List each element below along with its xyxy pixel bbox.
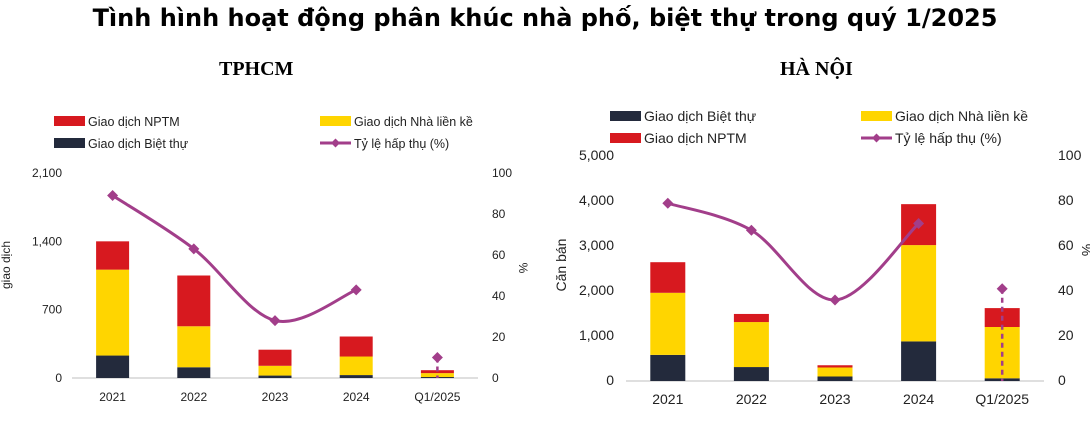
x-tick-label-hanoi: Q1/2025 (975, 391, 1029, 407)
y2-axis-label-tphcm: % (516, 263, 530, 274)
absorption-rate-marker-tphcm-2024 (350, 284, 362, 296)
bar-tphcm-2023-Giao dịch NPTM (258, 349, 292, 366)
bar-hanoi-2021-Giao dịch Nhà liền kề (650, 292, 686, 355)
legend-swatch-marker-hanoi (872, 133, 881, 143)
y2-tick-label-tphcm: 80 (492, 207, 506, 221)
bar-tphcm-2023-Giao dịch Biệt thự (258, 375, 292, 378)
y-tick-label-hanoi: 3,000 (579, 237, 614, 253)
y-tick-label-tphcm: 0 (55, 371, 62, 385)
x-tick-label-tphcm: Q1/2025 (414, 390, 460, 404)
bar-tphcm-2024-Giao dịch Biệt thự (339, 375, 373, 378)
y-tick-label-hanoi: 5,000 (579, 147, 614, 163)
y2-tick-label-hanoi: 60 (1058, 237, 1074, 253)
legend-swatch-hanoi (861, 111, 892, 121)
bar-tphcm-2023-Giao dịch Nhà liền kề (258, 365, 292, 376)
x-tick-label-tphcm: 2023 (262, 390, 289, 404)
absorption-rate-marker-hanoi-2023 (829, 294, 841, 306)
bar-tphcm-2021-Giao dịch Nhà liền kề (96, 269, 130, 356)
legend-label-hanoi: Giao dịch Nhà liền kề (895, 108, 1028, 124)
bar-tphcm-2024-Giao dịch Nhà liền kề (339, 356, 373, 376)
legend-swatch-hanoi (610, 111, 641, 121)
x-tick-label-tphcm: 2024 (343, 390, 370, 404)
absorption-rate-marker-hanoi-2021 (662, 197, 674, 209)
y2-tick-label-tphcm: 40 (492, 289, 506, 303)
legend-swatch-marker-tphcm (331, 138, 340, 148)
bar-hanoi-2023-Giao dịch Nhà liền kề (817, 367, 853, 377)
absorption-rate-line-tphcm (111, 194, 357, 324)
absorption-rate-marker-tphcm-2023 (269, 315, 281, 327)
x-tick-label-tphcm: 2022 (180, 390, 207, 404)
absorption-rate-line-hanoi (667, 201, 920, 302)
bar-hanoi-2021-Giao dịch Biệt thự (650, 354, 686, 381)
bar-hanoi-2022-Giao dịch Biệt thự (733, 367, 769, 381)
bar-hanoi-2022-Giao dịch Nhà liền kề (733, 322, 769, 368)
legend-swatch-tphcm (320, 116, 351, 126)
absorption-rate-marker-tphcm-Q1/2025 (431, 352, 443, 363)
bar-tphcm-2022-Giao dịch NPTM (177, 275, 211, 327)
bar-tphcm-2022-Giao dịch Nhà liền kề (177, 326, 211, 368)
bar-tphcm-2022-Giao dịch Biệt thự (177, 367, 211, 378)
y-tick-label-tphcm: 1,400 (32, 234, 62, 248)
bar-tphcm-2021-Giao dịch NPTM (96, 241, 130, 270)
absorption-rate-marker-hanoi-2022 (745, 224, 757, 236)
legend-label-hanoi: Tỷ lệ hấp thụ (%) (895, 130, 1002, 146)
y-tick-label-tphcm: 2,100 (32, 166, 62, 180)
legend-label-tphcm: Tỷ lệ hấp thụ (%) (354, 137, 449, 151)
y-axis-label-tphcm: giao dịch (0, 241, 13, 289)
legend-label-tphcm: Giao dịch Nhà liền kề (354, 115, 473, 129)
legend-label-tphcm: Giao dịch NPTM (88, 115, 180, 129)
y2-axis-label-hanoi: % (1079, 244, 1090, 256)
x-tick-label-tphcm: 2021 (99, 390, 126, 404)
y2-tick-label-hanoi: 20 (1058, 327, 1074, 343)
main-title: Tình hình hoạt động phân khúc nhà phố, b… (92, 4, 998, 32)
y2-tick-label-hanoi: 100 (1058, 147, 1082, 163)
bar-tphcm-Q1/2025-Giao dịch NPTM (420, 370, 454, 374)
legend-swatch-tphcm (54, 138, 85, 148)
bar-hanoi-2024-Giao dịch Nhà liền kề (901, 245, 937, 342)
x-tick-label-hanoi: 2022 (736, 391, 767, 407)
bar-hanoi-2023-Giao dịch Biệt thự (817, 376, 853, 381)
legend-swatch-tphcm (54, 116, 85, 126)
absorption-rate-marker-hanoi-Q1/2025 (996, 283, 1008, 295)
bar-tphcm-2021-Giao dịch Biệt thự (96, 355, 130, 378)
bar-hanoi-2024-Giao dịch Biệt thự (901, 341, 937, 381)
y-tick-label-hanoi: 4,000 (579, 192, 614, 208)
y-tick-label-hanoi: 2,000 (579, 282, 614, 298)
bar-tphcm-Q1/2025-Giao dịch Nhà liền kề (420, 373, 454, 378)
y2-tick-label-hanoi: 80 (1058, 192, 1074, 208)
y2-tick-label-hanoi: 0 (1058, 372, 1066, 388)
legend-label-tphcm: Giao dịch Biệt thự (88, 137, 188, 151)
panel-title-hanoi: HÀ NỘI (780, 58, 853, 80)
bar-hanoi-2022-Giao dịch NPTM (733, 313, 769, 323)
panel-title-tphcm: TPHCM (219, 58, 294, 80)
absorption-rate-marker-tphcm-2021 (107, 190, 119, 202)
y2-tick-label-tphcm: 60 (492, 248, 506, 262)
y-tick-label-hanoi: 1,000 (579, 327, 614, 343)
absorption-rate-marker-hanoi-2024 (913, 218, 925, 229)
legend-swatch-hanoi (610, 133, 641, 143)
y2-tick-label-tphcm: 20 (492, 330, 506, 344)
bar-hanoi-2023-Giao dịch NPTM (817, 365, 853, 368)
x-tick-label-hanoi: 2021 (652, 391, 683, 407)
legend-label-hanoi: Giao dịch NPTM (644, 130, 747, 146)
bar-tphcm-2024-Giao dịch NPTM (339, 336, 373, 357)
absorption-rate-marker-tphcm-2022 (188, 243, 200, 255)
y-tick-label-tphcm: 700 (42, 303, 62, 317)
x-tick-label-hanoi: 2024 (903, 391, 934, 407)
y2-tick-label-tphcm: 0 (492, 371, 499, 385)
y-tick-label-hanoi: 0 (606, 372, 614, 388)
x-tick-label-hanoi: 2023 (819, 391, 850, 407)
bar-hanoi-2021-Giao dịch NPTM (650, 262, 686, 293)
y2-tick-label-hanoi: 40 (1058, 282, 1074, 298)
y-axis-label-hanoi: Căn bán (553, 239, 569, 292)
y2-tick-label-tphcm: 100 (492, 166, 512, 180)
legend-label-hanoi: Giao dịch Biệt thự (644, 108, 756, 124)
